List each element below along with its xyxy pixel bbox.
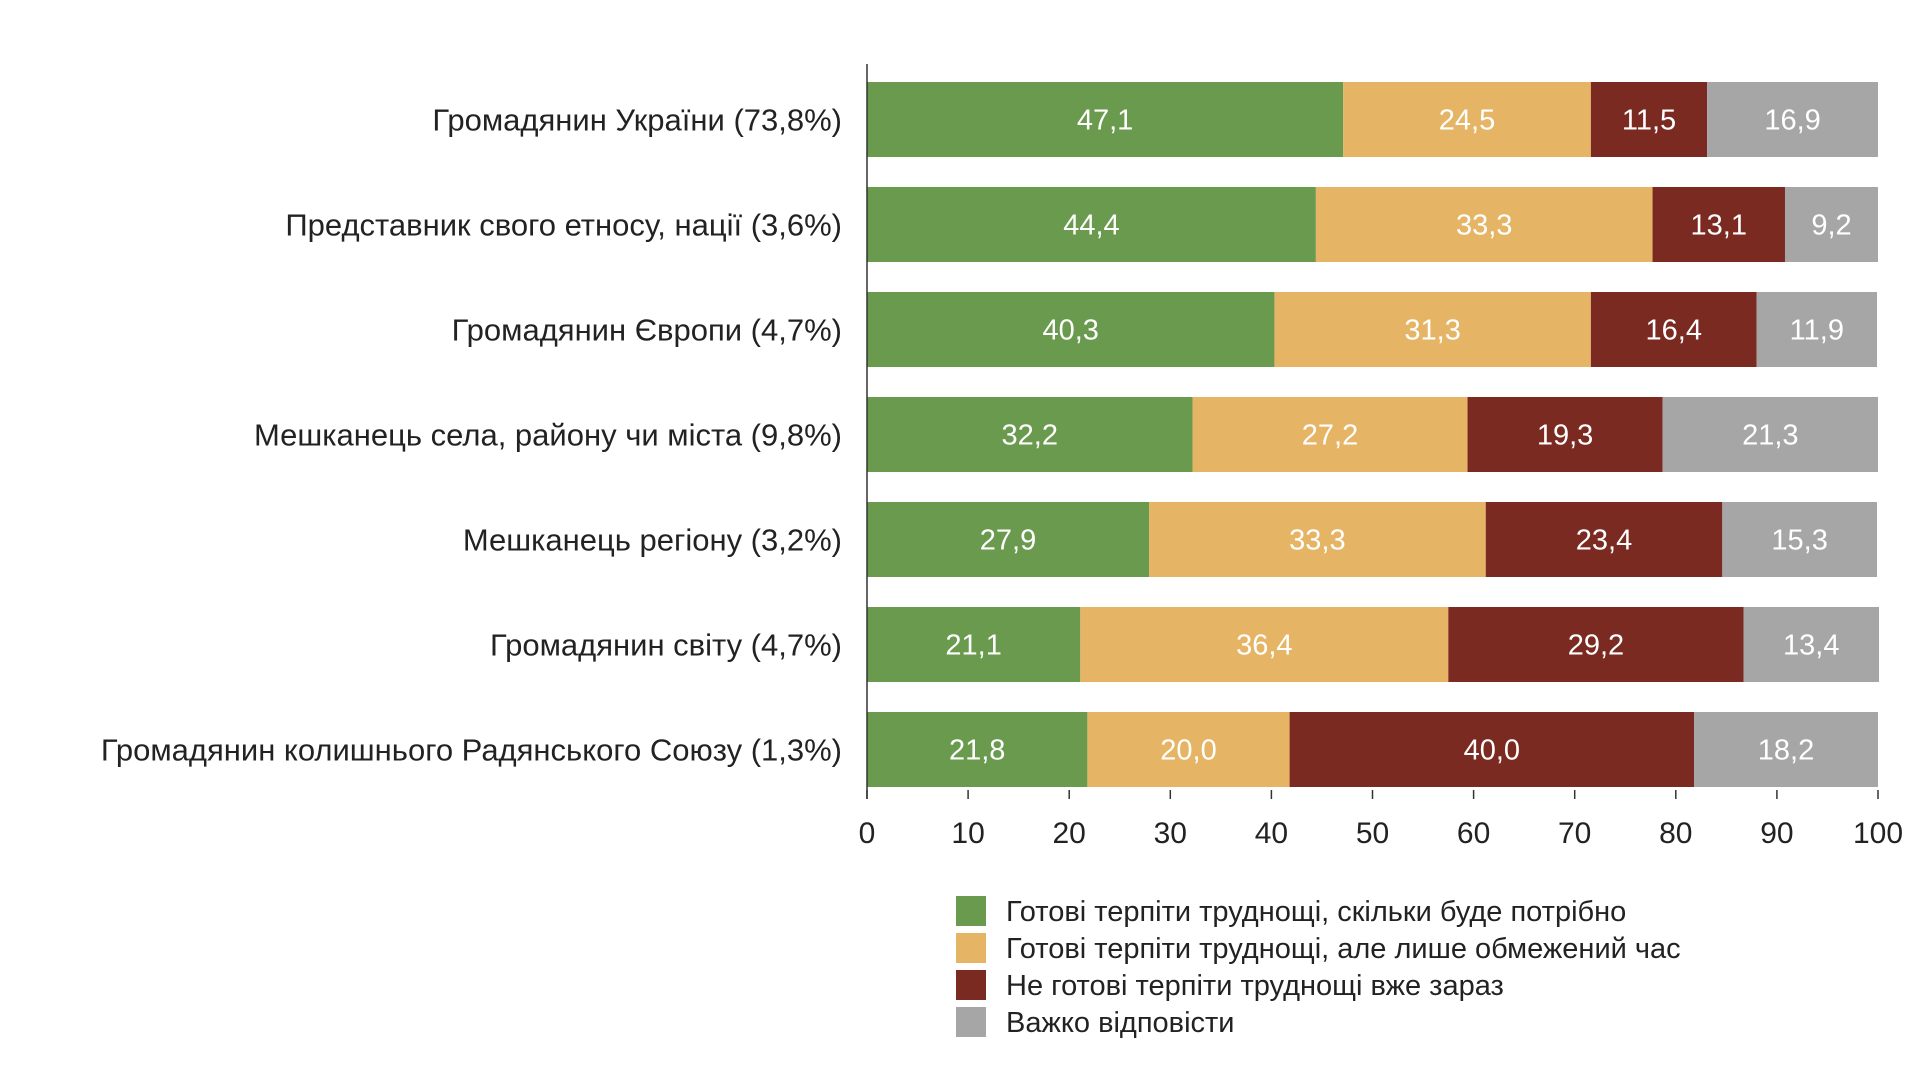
- data-label: 21,1: [945, 630, 1001, 662]
- data-label: 20,0: [1160, 735, 1216, 767]
- x-tick-label: 50: [1356, 817, 1389, 850]
- bar-segment: [1080, 607, 1449, 682]
- bar-segment: [1743, 607, 1880, 682]
- bar-segment: [1756, 292, 1877, 367]
- data-label: 40,0: [1464, 735, 1520, 767]
- data-label: 18,2: [1758, 735, 1814, 767]
- category-label: Представник свого етносу, нації (3,6%): [285, 208, 842, 243]
- bar-segment: [1590, 82, 1708, 157]
- legend-label: Готові терпіти труднощі, але лише обмеже…: [1006, 933, 1681, 965]
- bar-segment: [867, 82, 1344, 157]
- bar-segment: [1707, 82, 1878, 157]
- legend-swatch: [956, 896, 986, 926]
- legend-swatch: [956, 933, 986, 963]
- bar-segment: [1343, 82, 1591, 157]
- legend-label: Не готові терпіти труднощі вже зараз: [1006, 970, 1504, 1002]
- x-tick-label: 80: [1659, 817, 1692, 850]
- data-label: 31,3: [1404, 315, 1460, 347]
- bar-segment: [867, 397, 1193, 472]
- category-label: Мешканець села, району чи міста (9,8%): [254, 418, 842, 453]
- data-label: 32,2: [1002, 420, 1058, 452]
- bar-segment: [1722, 502, 1877, 577]
- category-label: Громадянин Європи (4,7%): [452, 313, 842, 348]
- data-label: 36,4: [1236, 630, 1292, 662]
- category-label: Громадянин України (73,8%): [432, 103, 842, 138]
- bar-segment: [1662, 397, 1878, 472]
- data-label: 11,5: [1622, 105, 1676, 137]
- category-label: Мешканець регіону (3,2%): [463, 523, 842, 558]
- data-label: 33,3: [1456, 210, 1512, 242]
- data-label: 47,1: [1077, 105, 1133, 137]
- bar-segment: [1784, 187, 1878, 262]
- data-label: 13,1: [1691, 210, 1747, 242]
- bar-segment: [1448, 607, 1744, 682]
- data-label: 15,3: [1771, 525, 1827, 557]
- category-label: Громадянин світу (4,7%): [490, 628, 842, 663]
- bar-segment: [867, 607, 1081, 682]
- data-label: 40,3: [1042, 315, 1098, 347]
- data-label: 11,9: [1790, 315, 1844, 347]
- x-tick-label: 40: [1255, 817, 1288, 850]
- data-label: 13,4: [1783, 630, 1839, 662]
- data-label: 27,9: [980, 525, 1036, 557]
- bar-segment: [1467, 397, 1663, 472]
- data-label: 24,5: [1439, 105, 1495, 137]
- bar-segment: [867, 187, 1316, 262]
- legend-label: Важко відповісти: [1006, 1007, 1235, 1039]
- bar-segment: [867, 502, 1150, 577]
- data-label: 44,4: [1063, 210, 1119, 242]
- bar-segment: [1149, 502, 1486, 577]
- data-label: 23,4: [1576, 525, 1632, 557]
- x-tick-label: 30: [1154, 817, 1187, 850]
- x-tick-label: 100: [1853, 817, 1903, 850]
- legend-swatch: [956, 970, 986, 1000]
- data-label: 21,8: [949, 735, 1005, 767]
- x-tick-label: 90: [1760, 817, 1793, 850]
- legend-label: Готові терпіти труднощі, скільки буде по…: [1006, 896, 1626, 928]
- data-label: 33,3: [1289, 525, 1345, 557]
- data-label: 19,3: [1537, 420, 1593, 452]
- bar-segment: [1485, 502, 1723, 577]
- x-tick-label: 70: [1558, 817, 1591, 850]
- bar-segment: [1192, 397, 1468, 472]
- category-label: Громадянин колишнього Радянського Союзу …: [101, 733, 842, 768]
- legend-swatch: [956, 1007, 986, 1037]
- data-label: 9,2: [1811, 210, 1851, 242]
- bar-segment: [1652, 187, 1785, 262]
- bar-segment: [1087, 712, 1290, 787]
- bar-segment: [1315, 187, 1653, 262]
- bar-segment: [1590, 292, 1757, 367]
- bar-segment: [1274, 292, 1591, 367]
- x-tick-label: 60: [1457, 817, 1490, 850]
- data-label: 16,4: [1646, 315, 1702, 347]
- data-label: 29,2: [1568, 630, 1624, 662]
- bar-segment: [1693, 712, 1878, 787]
- bar-segment: [867, 292, 1275, 367]
- x-tick-label: 0: [859, 817, 876, 850]
- x-tick-label: 10: [951, 817, 984, 850]
- data-label: 27,2: [1302, 420, 1358, 452]
- x-tick-label: 20: [1053, 817, 1086, 850]
- bar-segment: [867, 712, 1088, 787]
- data-label: 16,9: [1764, 105, 1820, 137]
- data-label: 21,3: [1742, 420, 1798, 452]
- bar-segment: [1289, 712, 1694, 787]
